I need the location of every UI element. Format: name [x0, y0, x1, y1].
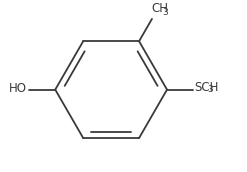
- Text: 3: 3: [162, 8, 168, 17]
- Text: SCH: SCH: [194, 80, 218, 94]
- Text: 3: 3: [208, 85, 213, 94]
- Text: CH: CH: [151, 2, 168, 15]
- Text: HO: HO: [9, 82, 27, 95]
